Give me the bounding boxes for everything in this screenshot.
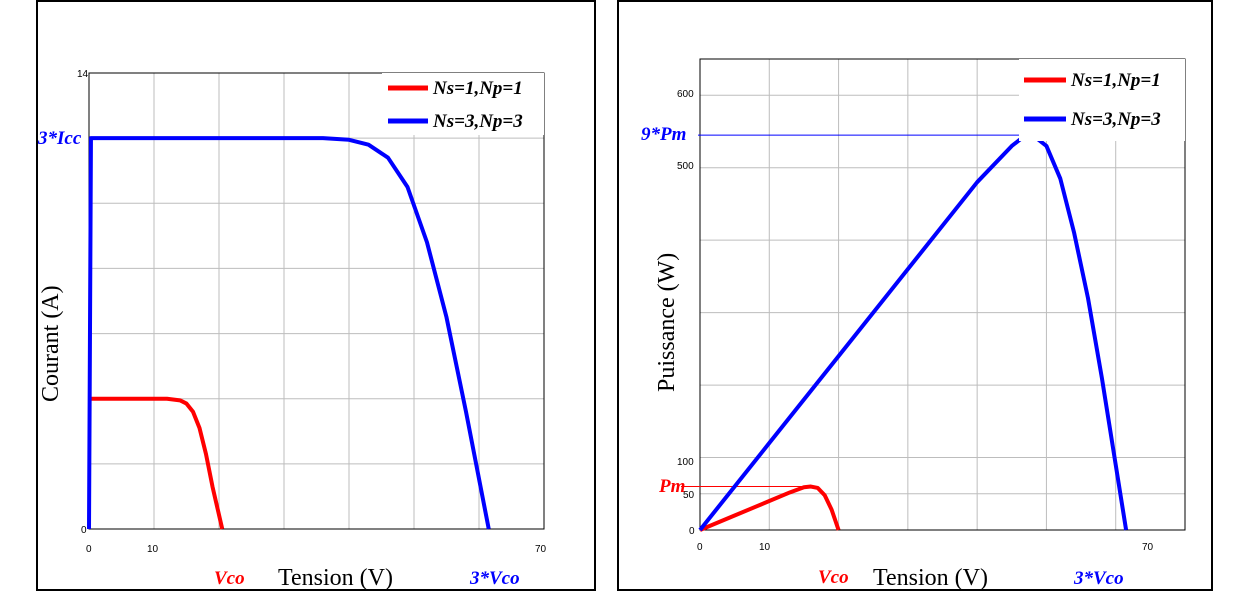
- x-tick-label: 10: [147, 544, 159, 555]
- current-voltage-chart: 14 0 0 10 70 Tension (V) Courant (A) 3*I…: [38, 69, 547, 591]
- x-tick-label: 0: [86, 544, 92, 555]
- annotation-3vco: 3*Vco: [1073, 568, 1124, 589]
- series-line: [698, 133, 1129, 532]
- series-lines: [681, 133, 1129, 532]
- legend: Ns=1,Np=1 Ns=3,Np=3: [382, 73, 544, 135]
- y-axis-label: Puissance (W): [654, 253, 680, 392]
- series-line: [699, 484, 841, 532]
- annotation-3icc: 3*Icc: [38, 128, 82, 149]
- y-tick-label: 0: [81, 525, 87, 536]
- legend-label: Ns=3,Np=3: [1070, 109, 1161, 130]
- series-line: [87, 136, 491, 530]
- x-axis-label: Tension (V): [278, 565, 393, 591]
- legend: Ns=1,Np=1 Ns=3,Np=3: [1019, 59, 1185, 141]
- x-tick-label: 70: [1142, 542, 1154, 553]
- y-tick-label: 14: [77, 69, 89, 80]
- y-tick-label: 0: [689, 526, 695, 537]
- x-tick-label: 0: [697, 542, 703, 553]
- chart-panel-current: 14 0 0 10 70 Tension (V) Courant (A) 3*I…: [36, 0, 596, 591]
- series-line: [89, 396, 225, 530]
- x-tick-label: 10: [759, 542, 771, 553]
- y-tick-label: 500: [677, 161, 694, 172]
- x-axis-label: Tension (V): [873, 565, 988, 591]
- y-axis-label: Courant (A): [38, 285, 64, 402]
- plot-frame: [699, 58, 1186, 531]
- chart-panel-power: 600 500 100 50 0 0 10 70 Tension (V) Pui…: [617, 0, 1213, 591]
- annotation-3vco: 3*Vco: [469, 568, 520, 589]
- y-tick-label: 100: [677, 457, 694, 468]
- y-tick-label: 600: [677, 89, 694, 100]
- annotation-pm: Pm: [658, 476, 685, 497]
- power-voltage-chart: 600 500 100 50 0 0 10 70 Tension (V) Pui…: [641, 58, 1186, 591]
- annotation-9pm: 9*Pm: [641, 124, 686, 145]
- legend-label: Ns=1,Np=1: [1070, 70, 1161, 91]
- legend-label: Ns=1,Np=1: [432, 78, 523, 99]
- series-lines: [87, 136, 491, 530]
- legend-label: Ns=3,Np=3: [432, 111, 523, 132]
- annotation-vco: Vco: [214, 568, 245, 589]
- y-tick-label: 50: [683, 490, 695, 501]
- x-tick-label: 70: [535, 544, 547, 555]
- annotation-vco: Vco: [818, 567, 849, 588]
